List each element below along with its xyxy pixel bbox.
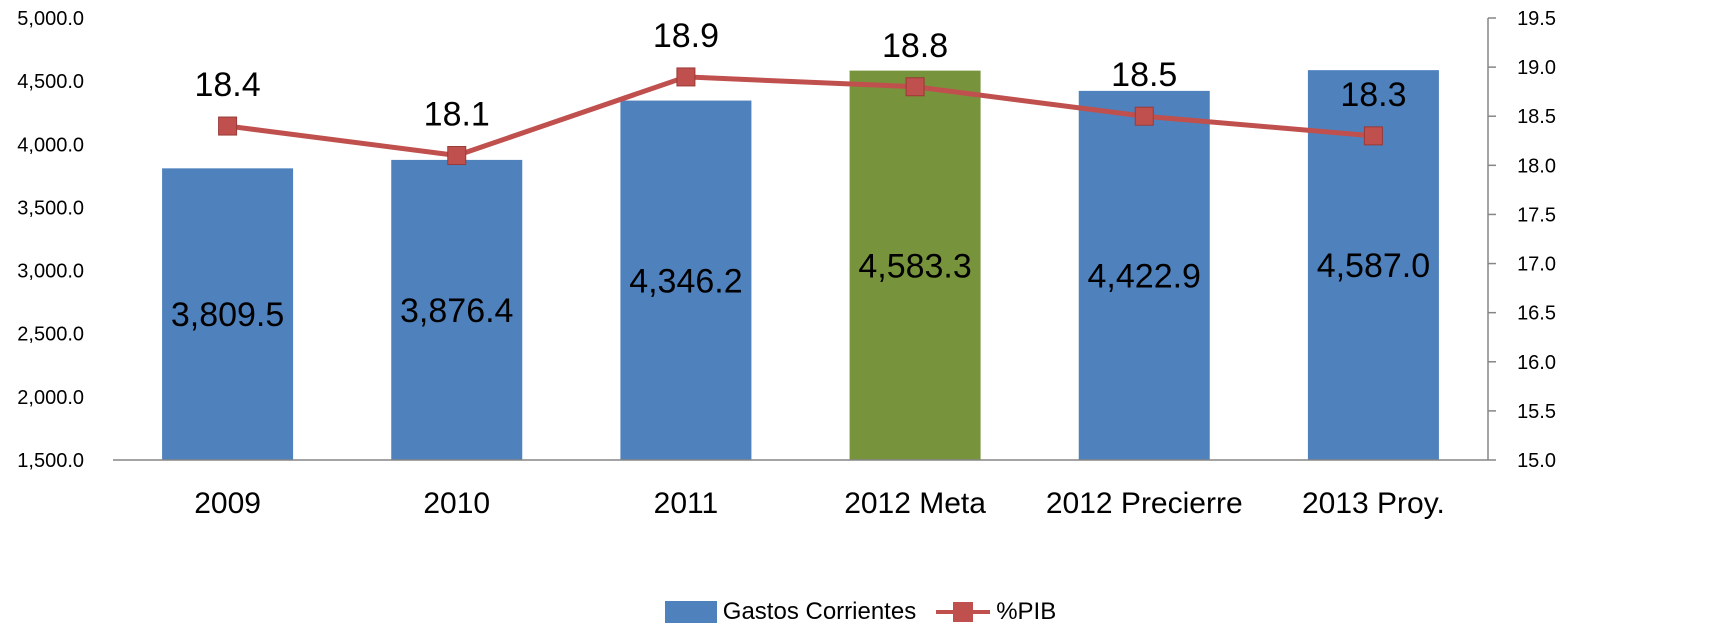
bar — [1078, 90, 1210, 460]
legend-line-swatch — [936, 601, 991, 623]
y-left-tick-label: 4,500.0 — [17, 71, 84, 93]
y-right-tick-label: 18.0 — [1517, 155, 1556, 177]
x-category-label: 2012 Precierre — [1046, 487, 1243, 520]
pib-point — [1363, 126, 1383, 146]
y-left-tick-label: 2,500.0 — [17, 324, 84, 346]
bar-value-label: 4,346.2 — [629, 262, 742, 300]
x-category-label: 2011 — [654, 487, 719, 520]
pib-line — [227, 74, 1374, 159]
pib-point — [447, 146, 467, 166]
y-right-tick-label: 19.0 — [1517, 57, 1556, 79]
pib-point — [905, 77, 925, 97]
y-left-tick-label: 3,500.0 — [17, 197, 84, 219]
legend-line-label: %PIB — [996, 598, 1057, 625]
y-right-tick-label: 17.5 — [1517, 204, 1556, 226]
y-right-tick-label: 19.5 — [1517, 8, 1556, 30]
x-category-label: 2010 — [423, 487, 490, 520]
bar-value-label: 4,583.3 — [858, 247, 971, 285]
x-category-label: 2013 Proy. — [1302, 487, 1445, 520]
y-left-tick-label: 1,500.0 — [17, 450, 84, 472]
pib-value-label: 18.8 — [882, 27, 948, 65]
legend-item-bars: Gastos Corrientes — [664, 598, 917, 626]
bar — [391, 159, 523, 460]
pib-point — [218, 116, 238, 136]
y-right-tick-label: 18.5 — [1517, 106, 1556, 128]
chart-legend: Gastos Corrientes %PIB — [0, 598, 1721, 626]
y-left-tick-label: 5,000.0 — [17, 8, 84, 30]
x-category-label: 2009 — [194, 487, 261, 520]
bar — [620, 100, 752, 460]
bar-value-label: 3,876.4 — [400, 292, 513, 330]
pib-value-label: 18.4 — [194, 66, 260, 104]
y-right-tick-label: 16.5 — [1517, 303, 1556, 325]
pib-value-label: 18.5 — [1111, 56, 1177, 94]
bar-value-label: 4,422.9 — [1088, 257, 1201, 295]
pib-point — [676, 67, 696, 87]
y-left-tick-label: 4,000.0 — [17, 134, 84, 156]
y-right-tick-label: 17.0 — [1517, 254, 1556, 276]
y-right-tick-label: 15.0 — [1517, 450, 1556, 472]
legend-bar-swatch — [664, 601, 717, 623]
x-category-label: 2012 Meta — [844, 487, 986, 520]
bar-value-label: 4,587.0 — [1317, 247, 1430, 285]
pib-value-label: 18.9 — [653, 17, 719, 55]
pib-point — [1134, 106, 1154, 126]
bar — [162, 168, 294, 460]
legend-item-line: %PIB — [936, 598, 1056, 626]
y-right-tick-label: 16.0 — [1517, 352, 1556, 374]
y-right-tick-label: 15.5 — [1517, 401, 1556, 423]
y-left-tick-label: 3,000.0 — [17, 261, 84, 283]
legend-bars-label: Gastos Corrientes — [722, 598, 917, 625]
bar — [849, 70, 981, 460]
y-left-tick-label: 2,000.0 — [17, 387, 84, 409]
pib-value-label: 18.1 — [424, 96, 490, 134]
bar-value-label: 3,809.5 — [171, 296, 284, 334]
pib-value-label: 18.3 — [1340, 76, 1406, 114]
